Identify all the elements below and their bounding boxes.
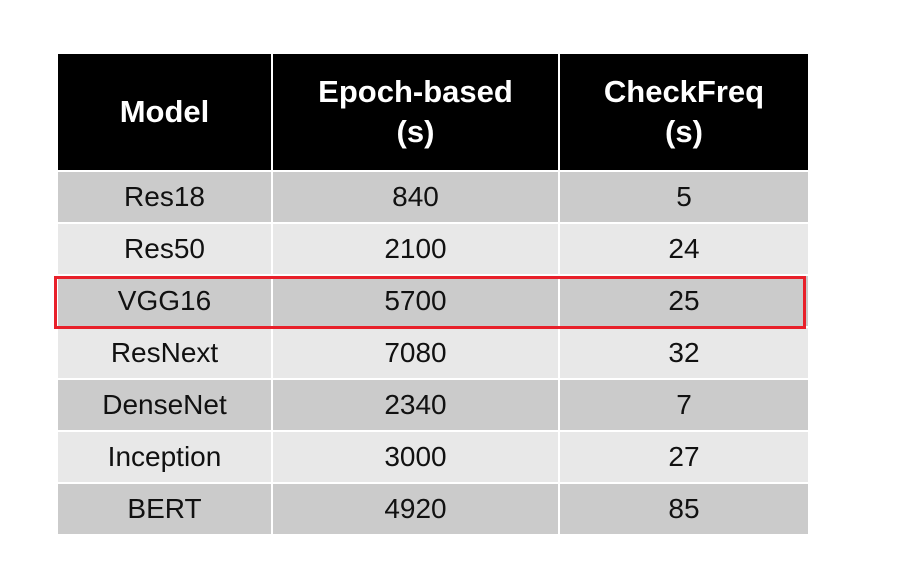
- table-row: Res50 2100 24: [58, 222, 808, 276]
- results-table: Model Epoch-based (s) CheckFreq (s) Res1…: [58, 54, 808, 536]
- cell-checkfreq: 5: [558, 170, 808, 224]
- header-epoch-based: Epoch-based (s): [271, 54, 560, 172]
- cell-epoch-based: 3000: [271, 430, 560, 484]
- results-table-container: Model Epoch-based (s) CheckFreq (s) Res1…: [58, 54, 808, 536]
- cell-epoch-based: 7080: [271, 326, 560, 380]
- header-model-label: Model: [119, 94, 210, 129]
- header-checkfreq-label: CheckFreq: [603, 74, 765, 109]
- header-epoch-based-unit: (s): [396, 114, 435, 149]
- table-row: Inception 3000 27: [58, 430, 808, 484]
- cell-checkfreq: 27: [558, 430, 808, 484]
- table-row: ResNext 7080 32: [58, 326, 808, 380]
- header-epoch-based-label: Epoch-based: [318, 74, 513, 109]
- header-model: Model: [58, 54, 273, 172]
- cell-model: Res50: [58, 222, 273, 276]
- cell-model: ResNext: [58, 326, 273, 380]
- cell-epoch-based: 2340: [271, 378, 560, 432]
- cell-checkfreq: 7: [558, 378, 808, 432]
- cell-checkfreq: 32: [558, 326, 808, 380]
- table-row: BERT 4920 85: [58, 482, 808, 536]
- table-row: DenseNet 2340 7: [58, 378, 808, 432]
- cell-epoch-based: 2100: [271, 222, 560, 276]
- cell-model: DenseNet: [58, 378, 273, 432]
- cell-model: BERT: [58, 482, 273, 536]
- cell-model: Res18: [58, 170, 273, 224]
- cell-epoch-based: 4920: [271, 482, 560, 536]
- header-checkfreq-unit: (s): [665, 114, 703, 149]
- cell-checkfreq: 85: [558, 482, 808, 536]
- table-row-highlighted: VGG16 5700 25: [58, 274, 808, 328]
- cell-model: Inception: [58, 430, 273, 484]
- cell-epoch-based: 5700: [271, 274, 560, 328]
- header-checkfreq: CheckFreq (s): [558, 54, 808, 172]
- cell-epoch-based: 840: [271, 170, 560, 224]
- cell-checkfreq: 25: [558, 274, 808, 328]
- header-row: Model Epoch-based (s) CheckFreq (s): [58, 54, 808, 172]
- cell-model: VGG16: [58, 274, 273, 328]
- table-row: Res18 840 5: [58, 170, 808, 224]
- cell-checkfreq: 24: [558, 222, 808, 276]
